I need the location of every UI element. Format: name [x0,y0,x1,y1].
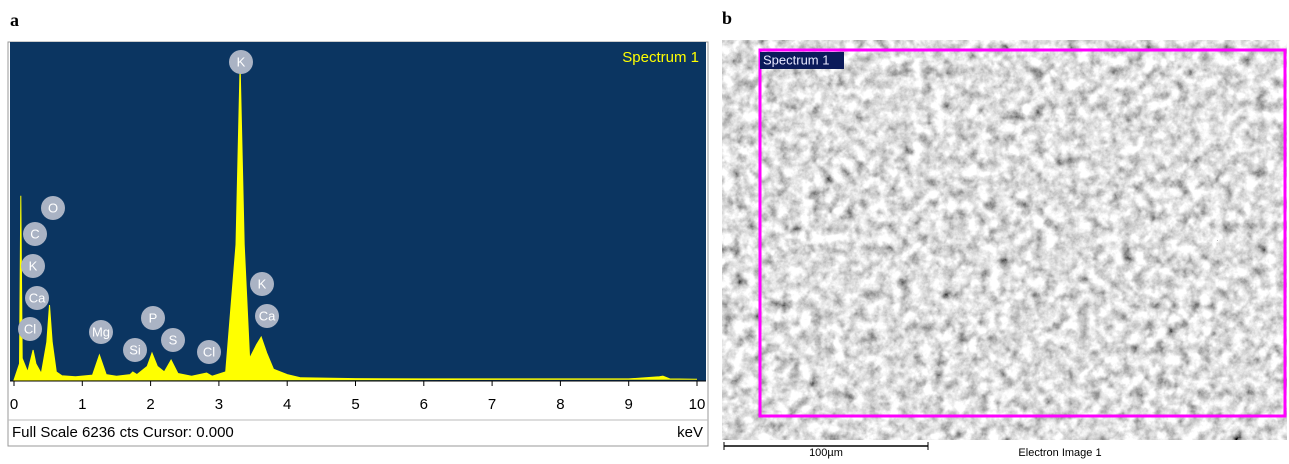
peak-label: Cl [203,344,215,359]
x-tick-label: 0 [10,396,18,413]
peak-marker [255,304,279,328]
peak-marker [23,222,47,246]
peak-marker [41,196,65,220]
spectrum [13,64,698,381]
peak-marker [18,317,42,341]
peak-label: K [258,276,267,291]
peak-marker [141,306,165,330]
peak-label: S [169,332,178,347]
peak-label: Cl [24,321,36,336]
peak-label: K [29,258,38,273]
unit-label: keV [677,424,703,441]
peak-marker [250,272,274,296]
footer: Full Scale 6236 cts Cursor: 0.000 [12,424,234,441]
peak-marker [197,340,221,364]
peak-label: P [149,310,158,325]
peak-labels: OC K Ca Cl Mg Si PS Cl K K Ca [18,50,279,364]
peak-marker [21,254,45,278]
peak-label: Ca [259,308,276,323]
peak-marker [161,328,185,352]
region-label: Spectrum 1 [763,52,829,67]
x-tick-label: 9 [625,396,633,413]
plot-area [10,42,706,381]
x-tick-label: 7 [488,396,496,413]
x-tick-label: 10 [689,396,706,413]
panel-label: b [722,8,732,28]
peak-marker [123,338,147,362]
peak-marker [25,286,49,310]
peak-label: O [48,200,58,215]
peak-label: Si [129,342,141,357]
x-tick-label: 8 [556,396,564,413]
peak-label: Mg [92,324,110,339]
region-box [758,48,1287,418]
x-tick-label: 3 [215,396,223,413]
spectrum-title: Spectrum 1 [622,49,699,66]
panel-label: a [10,10,19,30]
scale-label: 100µm [809,447,843,459]
sem-image [722,40,1287,440]
region-label-box [760,52,844,69]
x-tick-label: 2 [146,396,154,413]
image-caption: Electron Image 1 [1018,447,1101,459]
x-tick-label: 4 [283,396,291,413]
peak-marker [229,50,253,74]
peak-label: C [30,226,39,241]
x-tick-label: 1 [78,396,86,413]
peak-label: K [237,54,246,69]
peak-label: Ca [29,290,46,305]
x-tick-label: 5 [351,396,359,413]
peak-marker [89,320,113,344]
x-tick-label: 6 [420,396,428,413]
